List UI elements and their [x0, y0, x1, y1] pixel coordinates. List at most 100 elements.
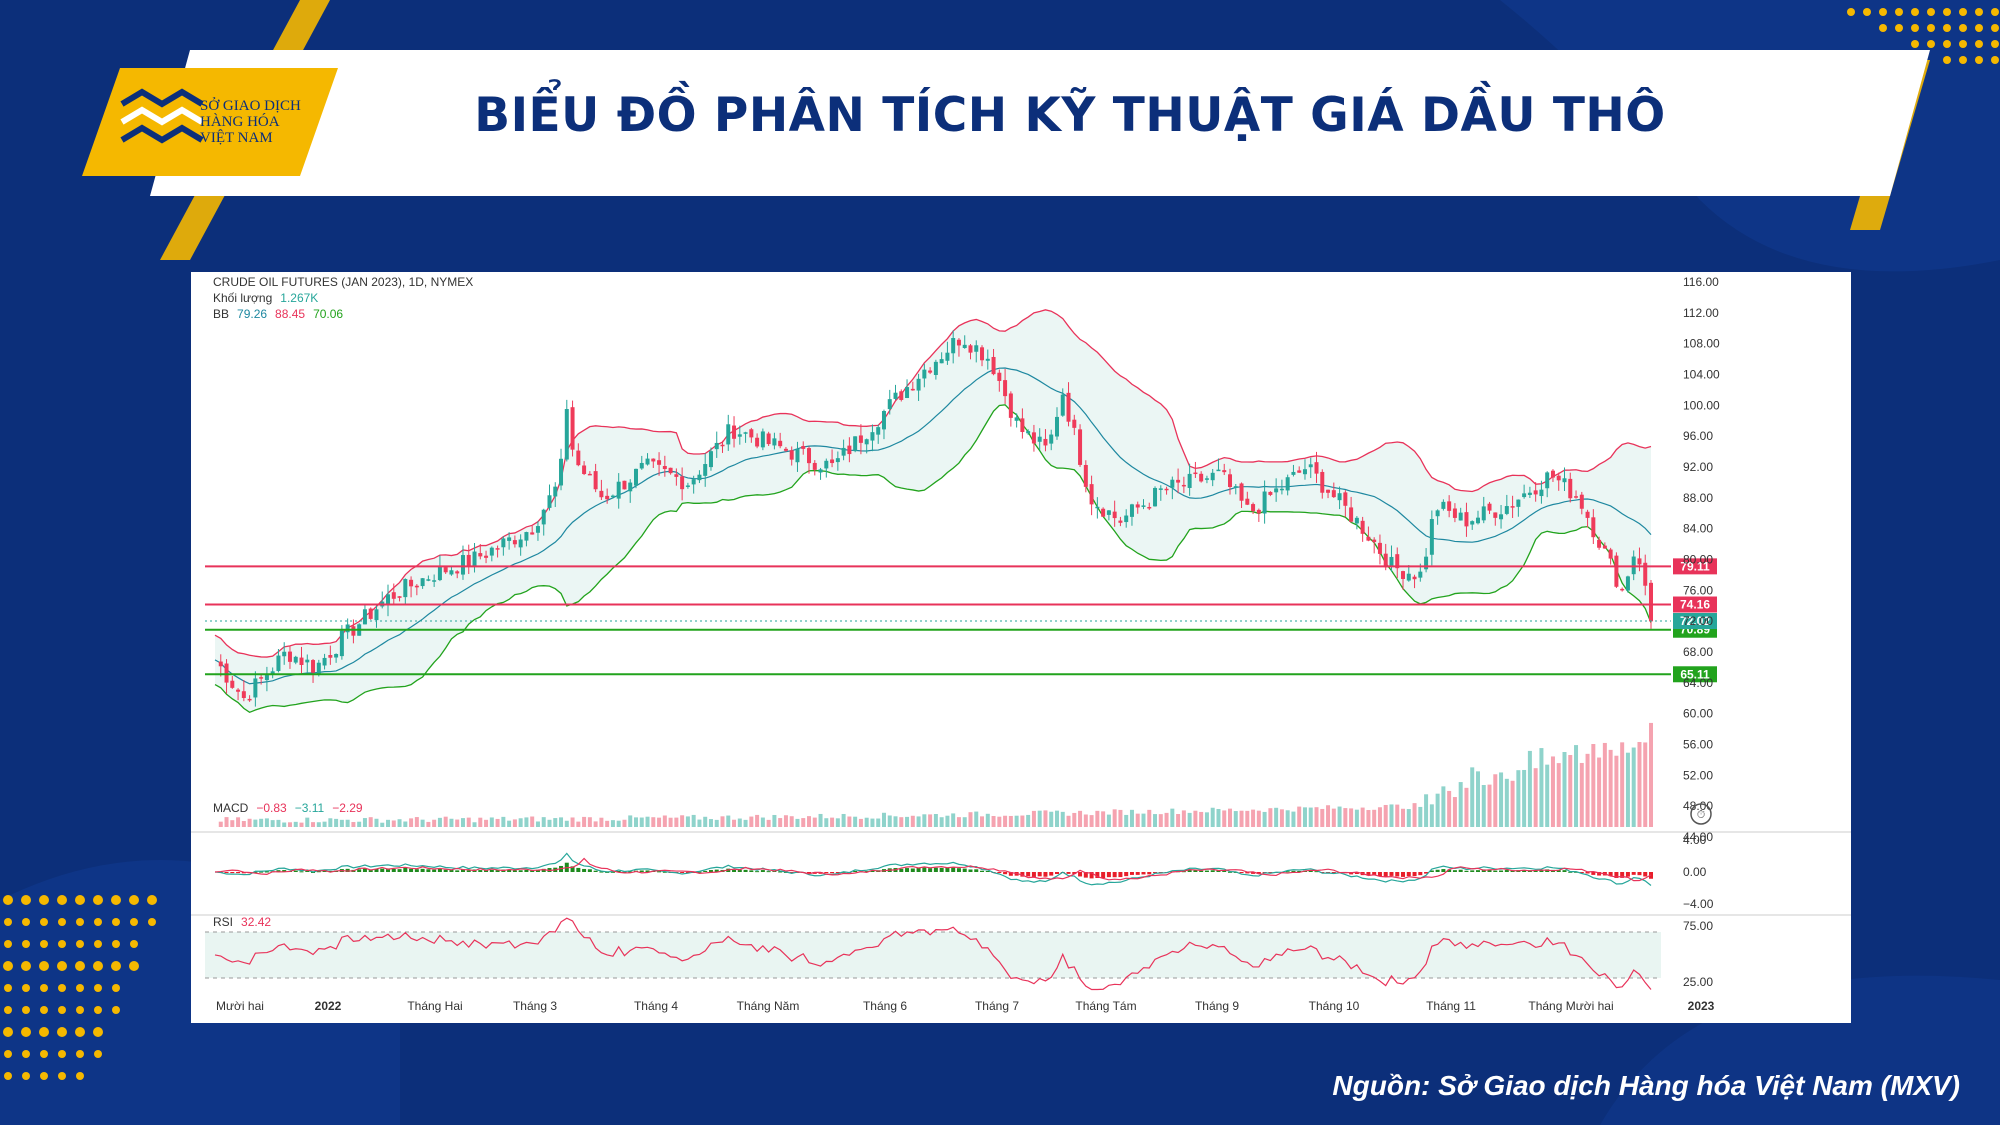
candle-body: [1401, 571, 1406, 579]
volume-bar: [1383, 804, 1388, 827]
volume-bar: [1239, 810, 1244, 827]
volume-bar: [1447, 790, 1452, 827]
macd-hist-bar: [1245, 872, 1250, 874]
dot: [94, 918, 102, 926]
candle-body: [1458, 512, 1463, 521]
volume-bar: [1124, 814, 1129, 827]
volume-bar: [386, 819, 391, 827]
volume-bar: [980, 816, 985, 827]
volume-bar: [1176, 813, 1181, 827]
candle-body: [1383, 553, 1388, 568]
macd-hist-bar: [708, 870, 713, 872]
macd-hist-bar: [409, 868, 414, 872]
dot: [76, 984, 84, 992]
macd-hist-bar: [489, 869, 494, 872]
candle-body: [1199, 473, 1204, 482]
macd-hist-bar: [386, 868, 391, 872]
candle-body: [478, 553, 483, 557]
macd-hist-bar: [962, 868, 967, 872]
volume-bar: [287, 822, 292, 827]
macd-hist-bar: [1008, 872, 1013, 876]
volume-bar: [951, 813, 956, 827]
x-tick-label: Tháng 9: [1195, 999, 1239, 1013]
candle-body: [253, 678, 258, 698]
candle-body: [783, 448, 788, 451]
bb-lower-value: 70.06: [313, 307, 343, 321]
candle-body: [1037, 436, 1042, 442]
dot: [58, 918, 66, 926]
candle-body: [386, 594, 391, 605]
dot: [76, 1072, 84, 1080]
dot: [40, 984, 48, 992]
volume-bar: [547, 819, 552, 827]
dot: [22, 1050, 30, 1058]
candle-body: [662, 466, 667, 470]
dot: [93, 895, 103, 905]
volume-bar: [501, 816, 506, 827]
macd-hist-bar: [253, 871, 258, 873]
candle-body: [1406, 573, 1411, 581]
candle-body: [1308, 464, 1313, 468]
dot: [1991, 40, 1999, 48]
candle-body: [530, 532, 535, 535]
macd-hist-bar: [1401, 872, 1406, 877]
candle-body: [991, 356, 996, 375]
macd-value-2: −3.11: [295, 801, 325, 815]
macd-hist-bar: [1614, 872, 1619, 879]
volume-bar: [1343, 808, 1348, 827]
dot: [58, 940, 66, 948]
macd-hist-bar: [1493, 870, 1498, 872]
macd-hist-bar: [789, 872, 794, 873]
volume-bar: [443, 816, 448, 827]
x-tick-label: Tháng Tám: [1075, 999, 1136, 1013]
candle-body: [956, 339, 961, 346]
candle-body: [1424, 556, 1429, 570]
y-tick-label: 64.00: [1683, 676, 1713, 690]
dot: [40, 1072, 48, 1080]
volume-bar: [1510, 780, 1515, 827]
macd-hist-bar: [899, 868, 904, 872]
y-tick-label: 96.00: [1683, 429, 1713, 443]
candle-body: [720, 444, 725, 447]
volume-bar: [1083, 814, 1088, 827]
x-tick-label: Tháng 6: [863, 999, 907, 1013]
candle-body: [1487, 503, 1492, 511]
volume-bar: [945, 815, 950, 827]
volume-bar: [1412, 803, 1417, 827]
candle-body: [1608, 549, 1613, 559]
dot: [1943, 8, 1951, 16]
dot: [75, 961, 85, 971]
macd-hist-bar: [824, 872, 829, 874]
volume-bar: [1556, 763, 1561, 827]
candle-body: [691, 479, 696, 485]
volume-bar: [1216, 808, 1221, 827]
candle-body: [1447, 501, 1452, 511]
candle-body: [1014, 417, 1019, 421]
y-tick-label: 88.00: [1683, 491, 1713, 505]
macd-hist-bar: [1389, 872, 1394, 876]
volume-bar: [1054, 810, 1059, 827]
macd-hist-bar: [466, 870, 471, 872]
candle-body: [1395, 554, 1400, 569]
x-tick-label: 2023: [1688, 999, 1715, 1013]
logo-line-3: VIỆT NAM: [200, 130, 273, 146]
volume-bar: [1141, 813, 1146, 827]
volume-bar: [1291, 811, 1296, 827]
volume-bar: [835, 818, 840, 827]
y-tick-label: 72.00: [1683, 614, 1713, 628]
volume-bar: [1429, 804, 1434, 827]
replay-icon[interactable]: ⏱: [1690, 803, 1712, 825]
macd-hist-bar: [1118, 872, 1123, 878]
volume-bar: [553, 818, 558, 827]
dot: [57, 895, 67, 905]
candle-body: [605, 495, 610, 500]
volume-bar: [662, 815, 667, 827]
macd-hist-bar: [1083, 872, 1088, 878]
candle-body: [1078, 429, 1083, 465]
volume-bar: [1504, 778, 1509, 827]
volume-bar: [812, 817, 817, 827]
candle-body: [1550, 470, 1555, 478]
dot: [39, 895, 49, 905]
dot: [1879, 8, 1887, 16]
macd-hist-bar: [1239, 872, 1244, 874]
